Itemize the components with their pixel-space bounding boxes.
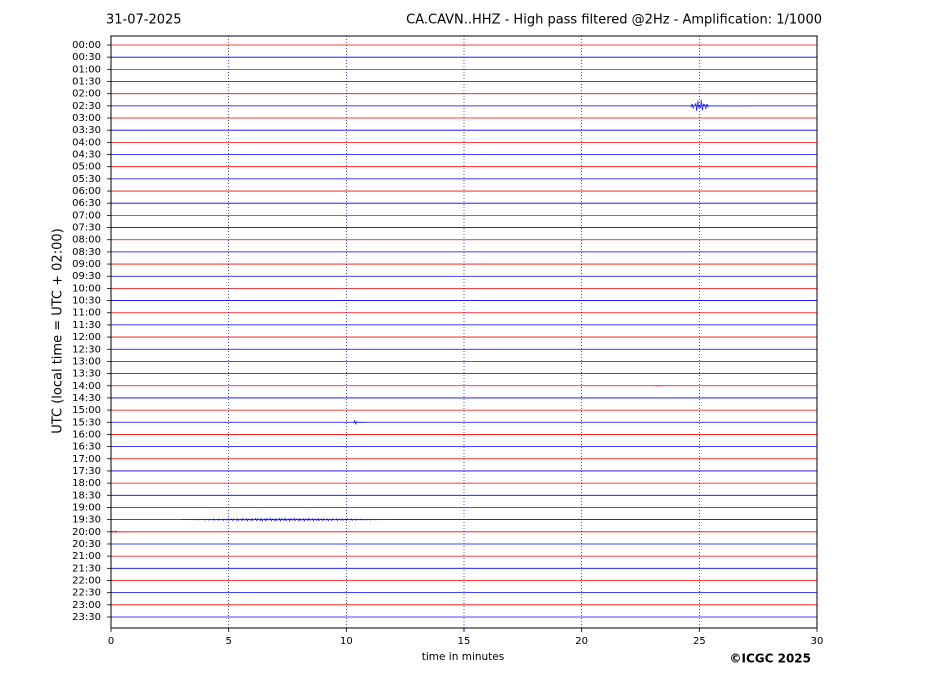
seismic-burst <box>110 529 133 533</box>
y-tick-label: 10:00 <box>72 283 101 294</box>
y-tick-label: 16:30 <box>72 442 101 453</box>
x-tick-label: 20 <box>575 636 588 647</box>
x-axis-label: time in minutes <box>422 651 504 663</box>
y-tick-label: 09:30 <box>72 271 101 282</box>
y-tick-label: 04:30 <box>72 150 101 161</box>
seismic-burst <box>353 419 366 425</box>
y-tick-label: 01:00 <box>72 64 101 75</box>
y-tick-label: 17:00 <box>72 454 101 465</box>
y-tick-label: 08:00 <box>72 235 101 246</box>
y-tick-label: 00:30 <box>72 52 101 63</box>
x-tick-label: 15 <box>458 636 471 647</box>
y-tick-label: 12:30 <box>72 344 101 355</box>
y-tick-label: 18:30 <box>72 490 101 501</box>
y-tick-label: 12:00 <box>72 332 101 343</box>
y-tick-label: 23:00 <box>72 600 101 611</box>
y-tick-label: 11:30 <box>72 320 101 331</box>
seismic-burst <box>654 385 664 387</box>
y-tick-label: 07:30 <box>72 223 101 234</box>
copyright: ©ICGC 2025 <box>729 652 811 666</box>
y-tick-label: 21:30 <box>72 563 101 574</box>
y-tick-label: 16:00 <box>72 429 101 440</box>
y-tick-label: 00:00 <box>72 40 101 51</box>
y-tick-label: 07:00 <box>72 210 101 221</box>
seismic-burst <box>181 517 817 523</box>
y-tick-label: 03:00 <box>72 113 101 124</box>
x-tick-label: 10 <box>340 636 353 647</box>
x-tick-label: 30 <box>811 636 824 647</box>
y-tick-label: 08:30 <box>72 247 101 258</box>
y-tick-label: 13:00 <box>72 356 101 367</box>
y-tick-label: 05:30 <box>72 174 101 185</box>
seismic-burst <box>689 99 752 111</box>
plot-frame <box>110 35 818 629</box>
y-tick-label: 02:00 <box>72 89 101 100</box>
y-tick-label: 19:30 <box>72 515 101 526</box>
x-tick-label: 5 <box>225 636 231 647</box>
y-tick-label: 06:00 <box>72 186 101 197</box>
y-tick-label: 06:30 <box>72 198 101 209</box>
y-tick-label: 23:30 <box>72 612 101 623</box>
y-tick-label: 11:00 <box>72 308 101 319</box>
y-tick-label: 20:30 <box>72 539 101 550</box>
y-tick-label: 22:00 <box>72 575 101 586</box>
y-tick-label: 04:00 <box>72 137 101 148</box>
chart-title: CA.CAVN..HHZ - High pass filtered @2Hz -… <box>406 13 822 28</box>
y-tick-label: 15:00 <box>72 405 101 416</box>
y-tick-label: 10:30 <box>72 296 101 307</box>
y-tick-label: 03:30 <box>72 125 101 136</box>
y-axis-label: UTC (local time = UTC + 02:00) <box>51 228 66 433</box>
y-tick-label: 19:00 <box>72 502 101 513</box>
x-tick-label: 25 <box>693 636 706 647</box>
y-tick-label: 02:30 <box>72 101 101 112</box>
y-tick-label: 14:00 <box>72 381 101 392</box>
y-tick-label: 20:00 <box>72 527 101 538</box>
y-tick-label: 15:30 <box>72 417 101 428</box>
y-tick-label: 18:00 <box>72 478 101 489</box>
y-tick-label: 09:00 <box>72 259 101 270</box>
y-tick-label: 17:30 <box>72 466 101 477</box>
date: 31-07-2025 <box>106 13 182 28</box>
y-tick-label: 22:30 <box>72 588 101 599</box>
y-tick-label: 05:00 <box>72 162 101 173</box>
y-tick-label: 14:30 <box>72 393 101 404</box>
y-tick-label: 21:00 <box>72 551 101 562</box>
x-tick-label: 0 <box>108 636 114 647</box>
y-tick-label: 01:30 <box>72 77 101 88</box>
y-tick-label: 13:30 <box>72 369 101 380</box>
